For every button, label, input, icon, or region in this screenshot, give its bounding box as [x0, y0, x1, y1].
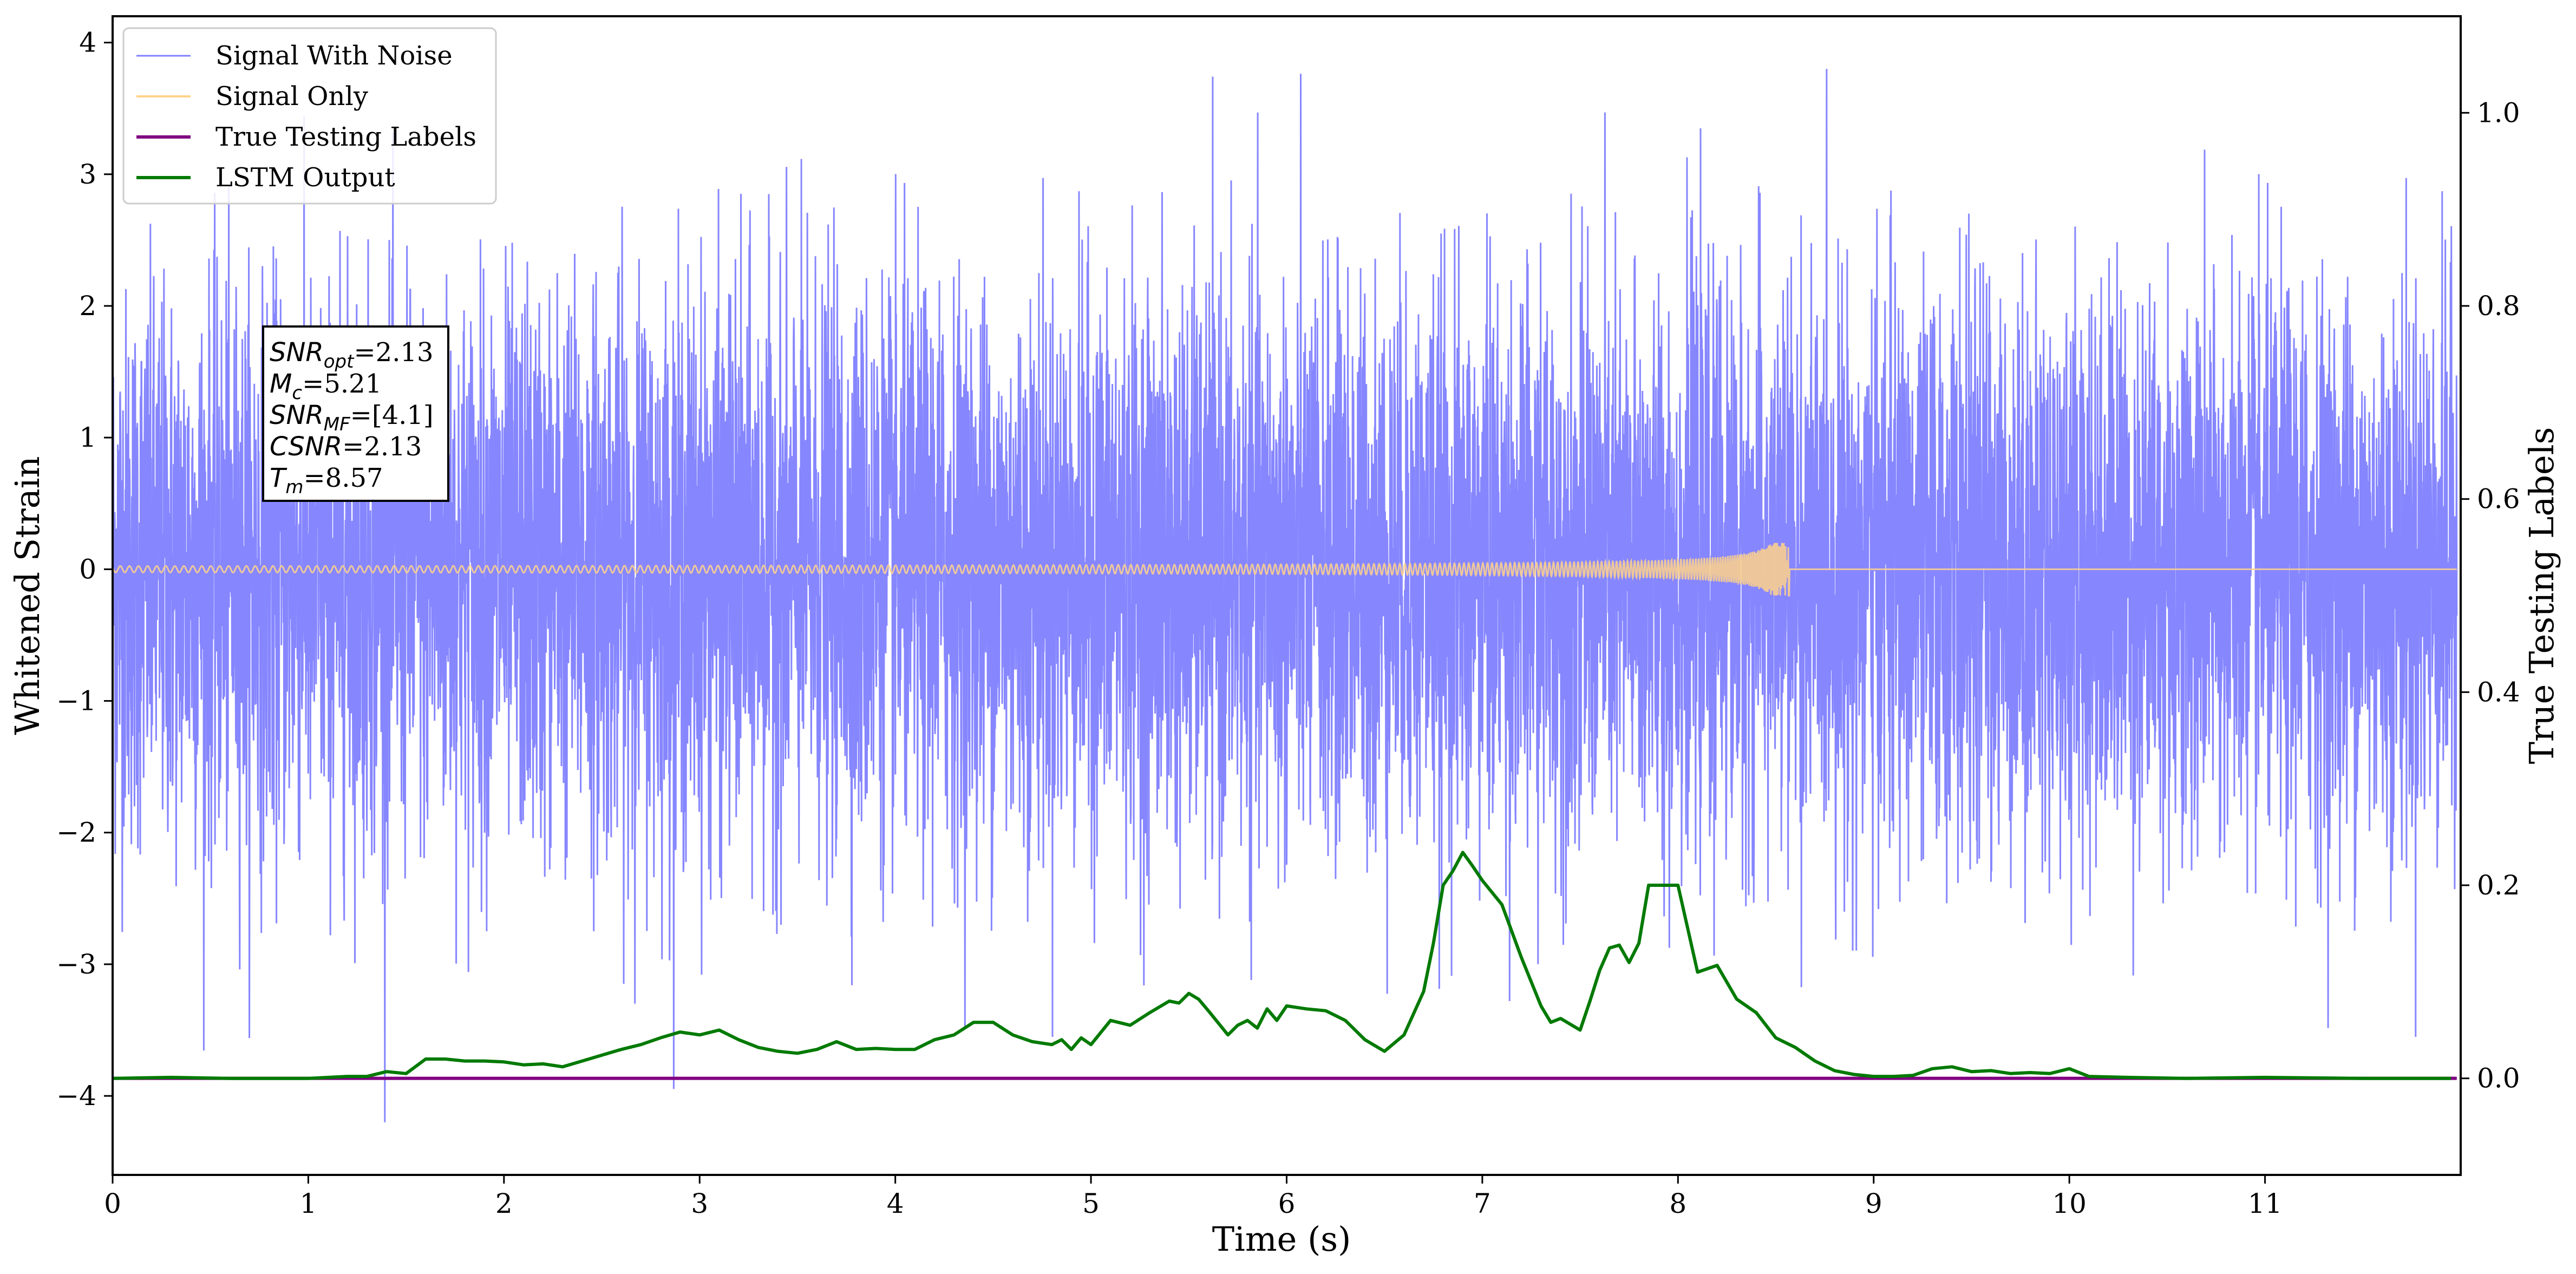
y-tick-label: −1	[56, 685, 96, 717]
y-tick-label: 0	[79, 553, 96, 585]
x-axis-title: Time (s)	[1212, 1219, 1351, 1259]
y-axis-title-left: Whitened Strain	[8, 456, 47, 735]
y-right-tick-label: 0.6	[2477, 484, 2520, 515]
legend: Signal With Noise Signal Only True Testing…	[122, 27, 497, 205]
legend-label: LSTM Output	[215, 162, 395, 193]
x-tick-label: 8	[1669, 1188, 1686, 1219]
legend-label: Signal Only	[215, 81, 368, 112]
annotation-frame	[262, 325, 449, 502]
legend-label: True Testing Labels	[215, 122, 476, 152]
lstm-output-series	[112, 851, 2451, 1080]
signal-with-noise-series	[112, 69, 2458, 1122]
y-tick-label: 4	[79, 27, 96, 58]
y-right-tick-label: 0.0	[2477, 1063, 2520, 1094]
annotation-line: Mc=5.21	[270, 369, 382, 404]
x-tick-label: 2	[495, 1188, 513, 1219]
y-axis-left: −4 −3 −2 −1 0 1 2 3 4	[56, 27, 113, 1112]
annotation-line: SNRMF=[4.1]	[270, 400, 434, 435]
parameter-annotation-box: SNRopt=2.13Mc=5.21SNRMF=[4.1]CSNR=2.13Tm…	[262, 325, 449, 502]
legend-frame	[122, 27, 497, 205]
annotation-line: SNRopt=2.13	[270, 337, 434, 373]
x-tick-label: 1	[300, 1188, 317, 1219]
x-tick-label: 3	[691, 1188, 708, 1219]
x-tick-label: 0	[104, 1188, 121, 1219]
y-tick-label: 3	[79, 159, 96, 190]
y-axis-right: 0.0 0.2 0.4 0.6 0.8 1.0	[2461, 97, 2520, 1094]
x-tick-label: 5	[1082, 1188, 1100, 1219]
legend-label: Signal With Noise	[215, 41, 453, 71]
y-right-tick-label: 0.8	[2477, 290, 2520, 322]
y-right-tick-label: 1.0	[2477, 97, 2520, 128]
y-tick-label: −4	[56, 1080, 96, 1112]
x-tick-label: 9	[1865, 1188, 1882, 1219]
x-tick-label: 6	[1278, 1188, 1296, 1219]
y-tick-label: −2	[56, 817, 96, 848]
y-tick-label: 2	[79, 290, 96, 322]
signal-only-line	[112, 543, 2457, 597]
annotation-line: CSNR=2.13	[270, 432, 422, 462]
y-tick-label: −3	[56, 949, 96, 980]
x-tick-label: 4	[887, 1188, 904, 1219]
signal-only-series	[112, 543, 2457, 597]
annotation-line: Tm=8.57	[270, 463, 383, 498]
lstm-output-line	[112, 851, 2451, 1080]
y-right-tick-label: 0.2	[2477, 870, 2520, 901]
x-axis: 0 1 2 3 4 5 6 7 8 9 10 11	[104, 1175, 2282, 1219]
x-tick-label: 7	[1474, 1188, 1491, 1219]
x-tick-label: 10	[2052, 1188, 2087, 1219]
y-tick-label: 1	[79, 422, 96, 453]
signal-with-noise-line	[112, 69, 2458, 1122]
x-tick-label: 11	[2248, 1188, 2283, 1219]
y-axis-title-right: True Testing Labels	[2522, 427, 2561, 765]
y-right-tick-label: 0.4	[2477, 676, 2520, 708]
